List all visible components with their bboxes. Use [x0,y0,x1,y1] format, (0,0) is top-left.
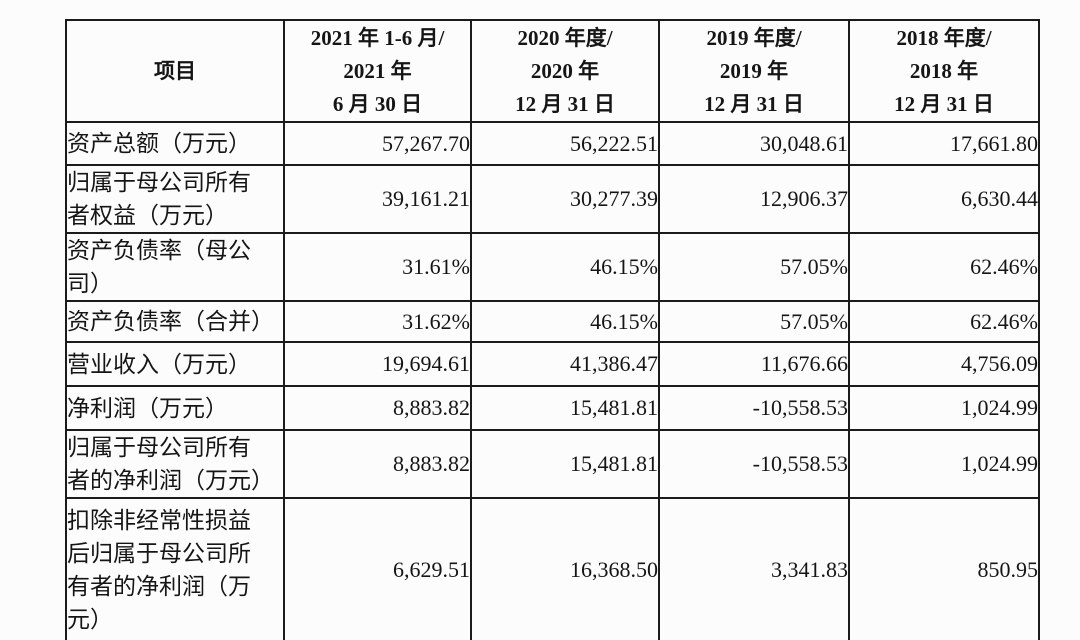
value-cell: 12,906.37 [658,164,850,234]
column-header-2019: 2019 年度/ 2019 年 12 月 31 日 [658,19,850,123]
value-cell: 6,630.44 [848,164,1040,234]
table-row-net-profit: 净利润（万元） 8,883.82 15,481.81 -10,558.53 1,… [65,385,1040,431]
value-cell: 57.05% [658,232,850,302]
value-cell: 11,676.66 [658,341,850,387]
column-header-item: 项目 [65,19,285,123]
value-cell: 57,267.70 [283,121,472,166]
row-label: 营业收入（万元） [65,341,285,387]
row-label: 资产负债率（母公 司） [65,232,285,302]
value-cell: 62.46% [848,232,1040,302]
table-row-operating-revenue: 营业收入（万元） 19,694.61 41,386.47 11,676.66 4… [65,341,1040,387]
value-cell: -10,558.53 [658,429,850,499]
value-cell: 3,341.83 [658,497,850,640]
value-cell: 41,386.47 [470,341,660,387]
value-cell: 46.15% [470,300,660,343]
value-cell: 39,161.21 [283,164,472,234]
row-label: 扣除非经常性损益 后归属于母公司所 有者的净利润（万 元） [65,497,285,640]
financial-summary-table: 项目 2021 年 1-6 月/ 2021 年 6 月 30 日 2020 年度… [65,19,1040,640]
table-row-total-assets: 资产总额（万元） 57,267.70 56,222.51 30,048.61 1… [65,121,1040,166]
column-header-2018: 2018 年度/ 2018 年 12 月 31 日 [848,19,1040,123]
value-cell: 15,481.81 [470,385,660,431]
value-cell: 850.95 [848,497,1040,640]
column-header-2021: 2021 年 1-6 月/ 2021 年 6 月 30 日 [283,19,472,123]
row-label: 归属于母公司所有 者权益（万元） [65,164,285,234]
table-row-net-profit-excl-nonrecurring: 扣除非经常性损益 后归属于母公司所 有者的净利润（万 元） 6,629.51 1… [65,497,1040,640]
value-cell: 17,661.80 [848,121,1040,166]
value-cell: 62.46% [848,300,1040,343]
value-cell: 30,277.39 [470,164,660,234]
value-cell: 8,883.82 [283,385,472,431]
table-row-debt-ratio-consolidated: 资产负债率（合并） 31.62% 46.15% 57.05% 62.46% [65,300,1040,343]
value-cell: 46.15% [470,232,660,302]
value-cell: 19,694.61 [283,341,472,387]
row-label: 资产总额（万元） [65,121,285,166]
value-cell: 6,629.51 [283,497,472,640]
value-cell: -10,558.53 [658,385,850,431]
value-cell: 1,024.99 [848,385,1040,431]
value-cell: 56,222.51 [470,121,660,166]
value-cell: 31.61% [283,232,472,302]
column-header-2020: 2020 年度/ 2020 年 12 月 31 日 [470,19,660,123]
value-cell: 4,756.09 [848,341,1040,387]
value-cell: 16,368.50 [470,497,660,640]
header-row: 项目 2021 年 1-6 月/ 2021 年 6 月 30 日 2020 年度… [65,19,1040,123]
value-cell: 8,883.82 [283,429,472,499]
value-cell: 15,481.81 [470,429,660,499]
value-cell: 31.62% [283,300,472,343]
row-label: 归属于母公司所有 者的净利润（万元） [65,429,285,499]
table-row-net-profit-parent: 归属于母公司所有 者的净利润（万元） 8,883.82 15,481.81 -1… [65,429,1040,499]
value-cell: 1,024.99 [848,429,1040,499]
row-label: 净利润（万元） [65,385,285,431]
table-row-debt-ratio-parent: 资产负债率（母公 司） 31.61% 46.15% 57.05% 62.46% [65,232,1040,302]
value-cell: 57.05% [658,300,850,343]
value-cell: 30,048.61 [658,121,850,166]
row-label: 资产负债率（合并） [65,300,285,343]
table-row-parent-equity: 归属于母公司所有 者权益（万元） 39,161.21 30,277.39 12,… [65,164,1040,234]
